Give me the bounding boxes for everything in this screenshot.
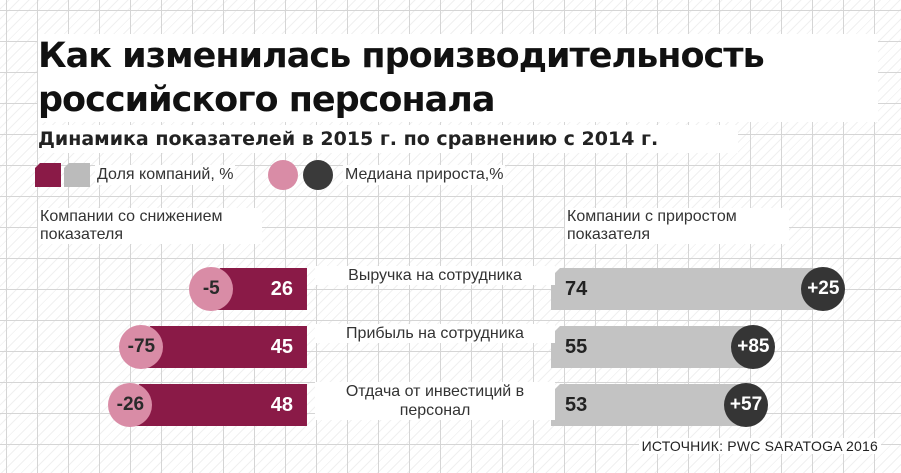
bar-growth: 53 (551, 384, 747, 426)
source-note: ИСТОЧНИК: PWC SARATOGA 2016 (638, 438, 881, 454)
median-growth-dot: +25 (801, 267, 846, 311)
legend-median-label: Медиана прироста,% (343, 165, 506, 185)
bar-growth-value: 55 (565, 336, 588, 358)
bar-decline-value: 45 (270, 336, 293, 358)
bar-decline-value: 26 (270, 278, 293, 300)
median-decline-dot: -75 (119, 325, 164, 369)
bar-decline: 45 (141, 326, 307, 368)
right-side-label: Компании с приростом показателя (565, 208, 789, 244)
bar-growth: 74 (551, 268, 824, 310)
bar-decline-value: 48 (270, 394, 293, 416)
median-decline-dot: -5 (189, 267, 234, 311)
legend-dot-growth-median (303, 160, 333, 190)
legend-swatch-growth (64, 163, 90, 187)
legend-share-label: Доля компаний, % (95, 165, 236, 185)
median-decline-dot: -26 (108, 383, 153, 427)
left-side-label: Компании со снижением показателя (38, 208, 262, 244)
median-growth-dot: +57 (724, 383, 769, 427)
bar-growth: 55 (551, 326, 754, 368)
bar-decline: 48 (130, 384, 307, 426)
category-label: Выручка на сотрудника (315, 266, 555, 285)
legend: Доля компаний, % Медиана прироста,% (35, 160, 595, 190)
bar-growth-value: 74 (565, 278, 588, 300)
chart-title: Как изменилась производительность россий… (38, 34, 878, 122)
legend-dot-decline-median (268, 160, 298, 190)
chart-subtitle: Динамика показателей в 2015 г. по сравне… (38, 125, 738, 153)
legend-swatch-decline (35, 163, 61, 187)
category-label: Отдача от инвестиций в персонал (315, 382, 555, 420)
median-growth-dot: +85 (731, 325, 776, 369)
category-label: Прибыль на сотрудника (315, 324, 555, 343)
bar-growth-value: 53 (565, 394, 588, 416)
